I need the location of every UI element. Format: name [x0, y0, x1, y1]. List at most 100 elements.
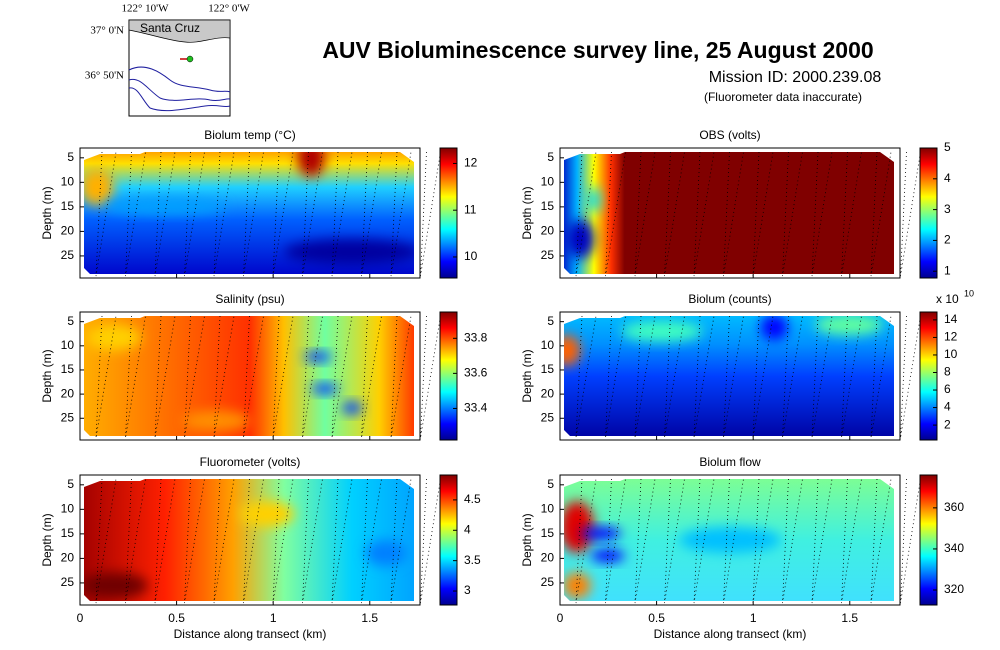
panel-title: Salinity (psu): [215, 292, 284, 306]
y-tick-label: 5: [67, 477, 74, 491]
colorbar: [439, 311, 458, 441]
y-axis-label: Depth (m): [520, 349, 534, 402]
colorbar-tick-label: 33.4: [464, 401, 488, 415]
panel-title: Biolum flow: [699, 455, 761, 469]
map-lat-label: 37° 0'N: [90, 25, 124, 37]
heatmap-field: [84, 316, 414, 436]
y-tick-label: 25: [61, 575, 75, 589]
colorbar: [919, 147, 938, 279]
panel-title: Biolum temp (°C): [204, 128, 295, 142]
y-axis-label: Depth (m): [40, 513, 54, 566]
colorbar: [439, 147, 458, 279]
colorbar-tick-label: 4.5: [464, 492, 481, 506]
y-axis-label: Depth (m): [520, 186, 534, 239]
colorbar: [439, 474, 458, 606]
colorbar-tick-label: 3: [944, 202, 951, 216]
y-tick-label: 25: [541, 575, 555, 589]
y-axis-label: Depth (m): [520, 513, 534, 566]
y-tick-label: 25: [541, 248, 555, 262]
colorbar-tick-label: 4: [464, 522, 471, 536]
colorbar-tick-label: 1: [944, 263, 951, 277]
y-tick-label: 25: [541, 410, 555, 424]
colorbar-tick-label: 2: [944, 417, 951, 431]
map-place: Santa Cruz: [140, 21, 200, 35]
plot-frame: [79, 474, 421, 606]
x-axis-label: Distance along transect (km): [174, 627, 327, 641]
colorbar: [919, 311, 938, 441]
colorbar-tick-label: 14: [944, 312, 958, 326]
y-axis-label: Depth (m): [40, 349, 54, 402]
panel-title: Fluorometer (volts): [200, 455, 301, 469]
y-tick-label: 25: [61, 410, 75, 424]
heatmap-field: [564, 316, 894, 436]
y-tick-label: 15: [541, 526, 555, 540]
colorbar: [919, 474, 938, 606]
y-tick-label: 10: [61, 502, 75, 516]
colorbar-tick-label: 10: [464, 249, 478, 263]
y-tick-label: 5: [67, 150, 74, 164]
colorbar-tick-label: 33.8: [464, 330, 488, 344]
heatmap-field: [564, 479, 894, 601]
y-tick-label: 5: [547, 477, 554, 491]
mission-id: Mission ID: 2000.239.08: [709, 69, 882, 86]
colorbar-tick-label: 33.6: [464, 366, 488, 380]
map-lon-label: 122° 0'W: [208, 3, 250, 15]
colorbar-tick-label: 12: [464, 156, 478, 170]
panel: Salinity (psu) Depth (m) 5 10 15 20 25 33.4 33.6…: [40, 292, 488, 441]
y-tick-label: 10: [541, 175, 555, 189]
colorbar-tick-label: 12: [944, 330, 958, 344]
figure-title: AUV Bioluminescence survey line, 25 Augu…: [322, 37, 873, 63]
heatmap-field: [564, 152, 894, 274]
panel: Biolum (counts) Depth (m) 5 10 15 20 25 2 4 6 8 10 1…: [520, 288, 974, 441]
x-tick-label: 1: [750, 611, 757, 625]
heatmap-field: [84, 152, 414, 274]
y-axis-label: Depth (m): [40, 186, 54, 239]
y-tick-label: 15: [61, 362, 75, 376]
panel: Biolum flow Depth (m) 5 10 15 20 25 0 0.5 1 1.5 Dis…: [520, 455, 964, 641]
colorbar-tick-label: 360: [944, 500, 964, 514]
colorbar-tick-label: 2: [944, 233, 951, 247]
y-tick-label: 20: [61, 386, 75, 400]
y-tick-label: 15: [61, 199, 75, 213]
x-tick-label: 0.5: [648, 611, 665, 625]
y-tick-label: 5: [547, 150, 554, 164]
panel: Fluorometer (volts) Depth (m) 5 10 15 20 25 0 0.…: [40, 455, 481, 641]
x-tick-label: 0: [77, 611, 84, 625]
plot-frame: [559, 147, 901, 279]
colorbar-tick-label: 320: [944, 582, 964, 596]
y-tick-label: 10: [541, 338, 555, 352]
map-lat-label: 36° 50'N: [85, 70, 124, 82]
plot-frame: [79, 147, 421, 279]
map-inset: Santa Cruz 122° 10'W 122° 0'W 37° 0'N 36…: [85, 3, 250, 117]
y-tick-label: 20: [541, 551, 555, 565]
map-lon-label: 122° 10'W: [121, 3, 169, 15]
colorbar-tick-label: 6: [944, 382, 951, 396]
y-tick-label: 20: [61, 551, 75, 565]
y-tick-label: 15: [541, 362, 555, 376]
x-tick-label: 1.5: [841, 611, 858, 625]
plot-frame: [559, 311, 901, 441]
y-tick-label: 5: [67, 314, 74, 328]
y-tick-label: 15: [61, 526, 75, 540]
colorbar-tick-label: 10: [944, 347, 958, 361]
y-tick-label: 20: [61, 224, 75, 238]
y-tick-label: 15: [541, 199, 555, 213]
plot-frame: [79, 311, 421, 441]
colorbar-tick-label: 4: [944, 171, 951, 185]
y-tick-label: 20: [541, 224, 555, 238]
plot-frame: [559, 474, 901, 606]
x-axis-label: Distance along transect (km): [654, 627, 807, 641]
y-tick-label: 10: [541, 502, 555, 516]
y-tick-label: 10: [61, 175, 75, 189]
y-tick-label: 25: [61, 248, 75, 262]
y-tick-label: 5: [547, 314, 554, 328]
note: (Fluorometer data inaccurate): [704, 90, 862, 104]
x-tick-label: 0: [557, 611, 564, 625]
colorbar-multiplier: x 10: [936, 292, 959, 306]
x-tick-label: 1: [270, 611, 277, 625]
colorbar-tick-label: 3: [464, 583, 471, 597]
colorbar-tick-label: 5: [944, 140, 951, 154]
colorbar-tick-label: 11: [464, 202, 477, 216]
colorbar-tick-label: 340: [944, 541, 964, 555]
